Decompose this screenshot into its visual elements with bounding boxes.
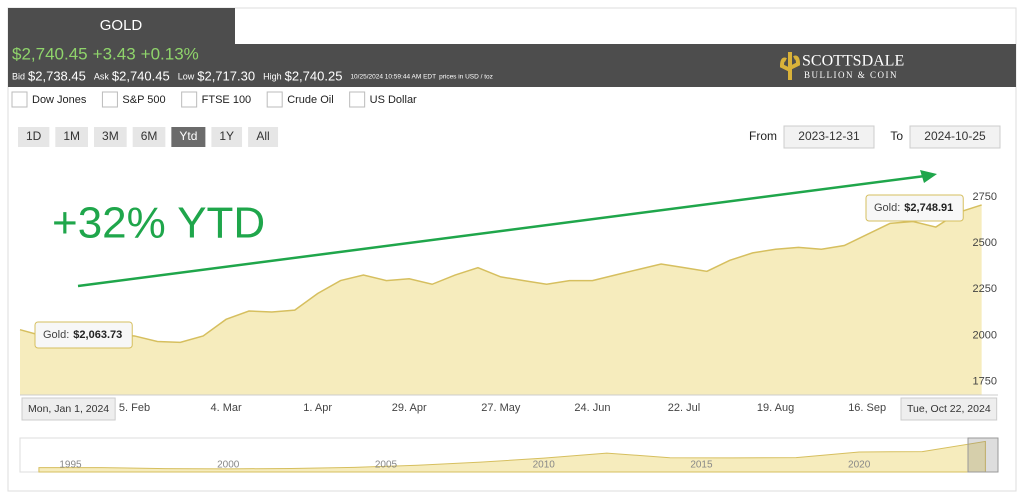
y-tick-label: 2250 (973, 283, 997, 295)
logo-name: SCOTTSDALE (802, 53, 904, 70)
quote-bid: $2,738.45 (28, 68, 86, 83)
arrow-head (920, 170, 937, 183)
quote-price: $2,740.45 (12, 44, 88, 63)
tooltip-label: Gold: (874, 202, 900, 214)
checkbox[interactable] (181, 91, 198, 108)
date-label: Tue, Oct 22, 2024 (907, 403, 991, 415)
tooltip (865, 194, 964, 222)
compare-label: FTSE 100 (202, 94, 252, 106)
date-label: Mon, Jan 1, 2024 (28, 403, 109, 415)
quote-low: $2,717.30 (197, 68, 255, 83)
checkbox[interactable] (11, 91, 28, 108)
from-label: From (749, 129, 777, 143)
quote-low-label: Low (178, 71, 195, 81)
navigator-tick-label: 2005 (375, 460, 398, 471)
trend-arrow (77, 174, 926, 288)
from-input[interactable] (783, 125, 875, 149)
navigator-tick-label: 1995 (59, 460, 82, 471)
area-fill (20, 204, 982, 395)
navigator-tick-label: 2020 (848, 460, 871, 471)
compare-label: US Dollar (370, 94, 417, 106)
logo-cactus (779, 52, 801, 80)
quote-change: +3.43 (93, 44, 136, 63)
compare-label: Dow Jones (32, 94, 87, 106)
tooltip (34, 321, 133, 349)
tab-label: GOLD (100, 17, 143, 34)
navigator-tick-label: 2010 (533, 460, 556, 471)
quote-ask-label: Ask (94, 71, 110, 81)
navigator-area (38, 440, 986, 473)
y-tick-label: 1750 (973, 376, 997, 388)
x-tick-label: 19. Aug (757, 402, 794, 414)
from-value: 2023-12-31 (798, 129, 860, 143)
x-tick-label: 5. Feb (119, 402, 150, 414)
quote-change_pct: +0.13% (141, 44, 199, 63)
x-tick-label: 24. Jun (574, 402, 610, 414)
quote-bar (8, 44, 1016, 87)
navigator-tick-label: 2000 (217, 460, 240, 471)
tooltip-label: Gold: (43, 329, 69, 341)
checkbox[interactable] (266, 91, 283, 108)
quote-timestamp: 10/25/2024 10:59:44 AM EDT (350, 74, 436, 81)
quote-ask: $2,740.45 (112, 68, 170, 83)
tab[interactable] (8, 8, 235, 44)
range-label: 1M (63, 129, 80, 143)
navigator-tick-label: 2015 (690, 460, 713, 471)
range-label: Ytd (179, 129, 197, 143)
logo-sub: BULLION & COIN (804, 70, 898, 80)
to-input[interactable] (909, 125, 1001, 149)
navigator-handle[interactable] (967, 437, 999, 473)
tooltip-value: $2,748.91 (904, 202, 953, 214)
annotation: +32% YTD (52, 199, 265, 248)
x-tick-label: 16. Sep (848, 402, 886, 414)
price-line (19, 204, 982, 344)
x-tick-label: 27. May (481, 402, 521, 414)
quote-high-label: High (263, 71, 282, 81)
checkbox[interactable] (349, 91, 366, 108)
compare-label: S&P 500 (122, 94, 165, 106)
x-tick-label: 29. Apr (392, 402, 427, 414)
range-button[interactable] (94, 127, 127, 147)
to-value: 2024-10-25 (924, 129, 986, 143)
range-button[interactable] (171, 127, 206, 147)
range-label: 6M (141, 129, 158, 143)
date-tooltip (21, 397, 116, 421)
checkbox[interactable] (101, 91, 118, 108)
range-button[interactable] (248, 127, 279, 147)
date-tooltip (900, 397, 998, 421)
y-tick-label: 2750 (973, 191, 997, 203)
range-button[interactable] (18, 127, 50, 147)
range-label: 1D (26, 129, 42, 143)
tooltip-value: $2,063.73 (73, 329, 122, 341)
range-button[interactable] (132, 127, 166, 147)
x-tick-label: 1. Apr (303, 402, 332, 414)
range-button[interactable] (211, 127, 243, 147)
range-label: 1Y (219, 129, 234, 143)
range-label: 3M (102, 129, 119, 143)
x-tick-label: 4. Mar (210, 402, 242, 414)
y-tick-label: 2000 (973, 329, 997, 341)
compare-label: Crude Oil (287, 94, 333, 106)
quote-high: $2,740.25 (285, 68, 343, 83)
range-label: All (256, 129, 269, 143)
y-tick-label: 2500 (973, 237, 997, 249)
x-tick-label: 22. Jul (668, 402, 700, 414)
to-label: To (890, 129, 903, 143)
quote-units: prices in USD / toz (439, 74, 493, 81)
quote-bid-label: Bid (12, 71, 25, 81)
range-button[interactable] (55, 127, 89, 147)
